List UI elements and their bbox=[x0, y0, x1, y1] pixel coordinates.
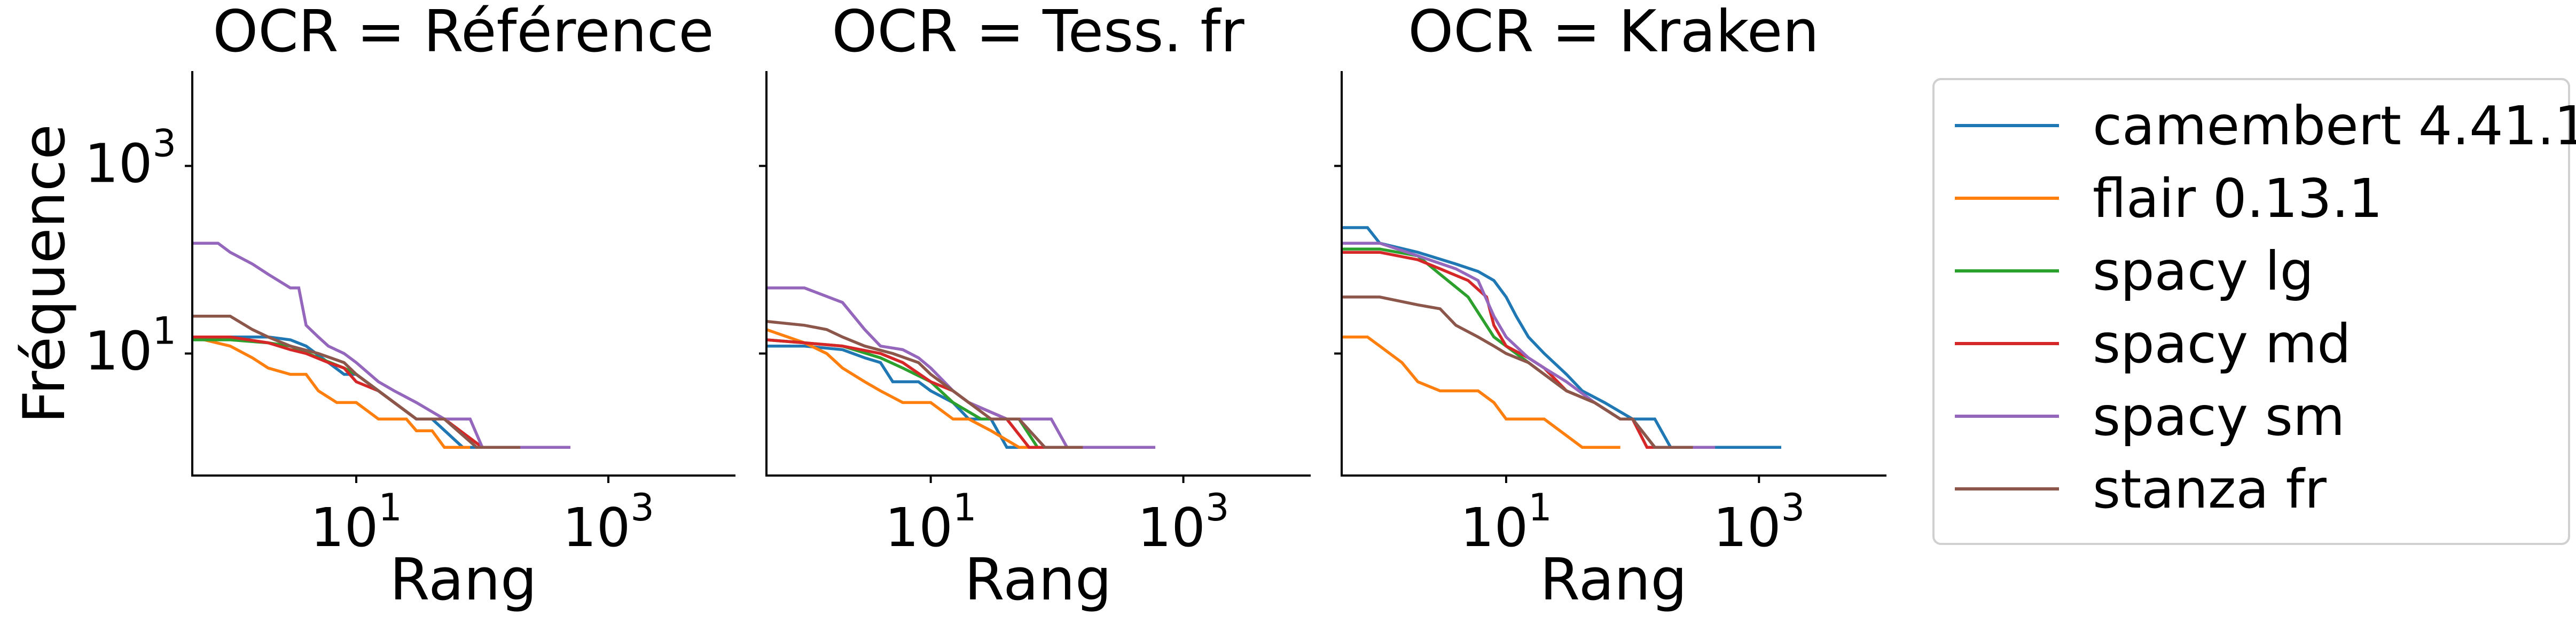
x-tick-label: 103 bbox=[1138, 486, 1230, 559]
axis-spines bbox=[191, 71, 735, 477]
series-line-flair-0-13-1 bbox=[766, 328, 1029, 449]
legend-entry: spacy md bbox=[1955, 313, 2351, 375]
x-tick-label: 101 bbox=[885, 486, 977, 559]
legend-label: camembert 4.41.1 bbox=[2093, 95, 2576, 157]
series-line-spacy-lg bbox=[192, 338, 543, 449]
chart-panels: 101 103 101 103 OCR = Référence Rang Fréquence… bbox=[11, 0, 1886, 613]
y-tick-label: 103 bbox=[84, 122, 176, 195]
chart-legend: camembert 4.41.1 flair 0.13.1 spacy lg spac… bbox=[1932, 78, 2576, 545]
series-line-spacy-sm bbox=[192, 242, 570, 449]
panel-title: OCR = Tess. fr bbox=[832, 0, 1244, 65]
legend-entry: stanza fr bbox=[1955, 458, 2327, 520]
panel-1: 101 103 101 103 OCR = Référence Rang Fréquence bbox=[11, 0, 735, 613]
legend-entry: spacy sm bbox=[1955, 385, 2345, 448]
axis-spines bbox=[1341, 71, 1886, 477]
series-line-spacy-md bbox=[766, 338, 1079, 449]
series-line-spacy-lg bbox=[1342, 247, 1709, 449]
series-line-spacy-sm bbox=[1342, 242, 1716, 449]
legend-label: spacy sm bbox=[2093, 385, 2345, 448]
x-tick-label: 103 bbox=[562, 486, 654, 559]
legend-entry: camembert 4.41.1 bbox=[1955, 95, 2576, 157]
panel-3: 101 103 OCR = Kraken Rang bbox=[1334, 0, 1886, 613]
legend-frame bbox=[1932, 78, 2570, 545]
legend-label: flair 0.13.1 bbox=[2093, 167, 2383, 230]
series-line-stanza-fr bbox=[766, 320, 1083, 449]
legend-label: spacy md bbox=[2093, 313, 2351, 375]
panel-title: OCR = Kraken bbox=[1408, 0, 1819, 65]
x-axis-label: Rang bbox=[965, 547, 1112, 613]
series-line-spacy-lg bbox=[766, 338, 1095, 449]
series-line-stanza-fr bbox=[1342, 295, 1693, 449]
series-line-camembert-4-41-1 bbox=[1342, 226, 1781, 449]
legend-entry: flair 0.13.1 bbox=[1955, 167, 2383, 230]
x-tick-label: 103 bbox=[1713, 486, 1805, 559]
legend-label: stanza fr bbox=[2093, 458, 2327, 520]
x-axis-label: Rang bbox=[390, 547, 537, 613]
y-tick-label: 101 bbox=[84, 309, 176, 383]
series-line-stanza-fr bbox=[192, 315, 521, 449]
panel-2: 101 103 OCR = Tess. fr Rang bbox=[759, 0, 1311, 613]
x-tick-label: 101 bbox=[310, 486, 402, 559]
panel-title: OCR = Référence bbox=[213, 0, 714, 65]
y-axis-label: Fréquence bbox=[11, 124, 78, 423]
series-line-flair-0-13-1 bbox=[192, 336, 471, 449]
series-line-spacy-sm bbox=[766, 286, 1156, 449]
legend-entry: spacy lg bbox=[1955, 240, 2314, 302]
axis-spines bbox=[765, 71, 1311, 477]
series-line-flair-0-13-1 bbox=[1342, 335, 1620, 449]
x-tick-label: 101 bbox=[1460, 486, 1552, 559]
x-axis-label: Rang bbox=[1540, 547, 1687, 613]
legend-label: spacy lg bbox=[2093, 240, 2314, 302]
